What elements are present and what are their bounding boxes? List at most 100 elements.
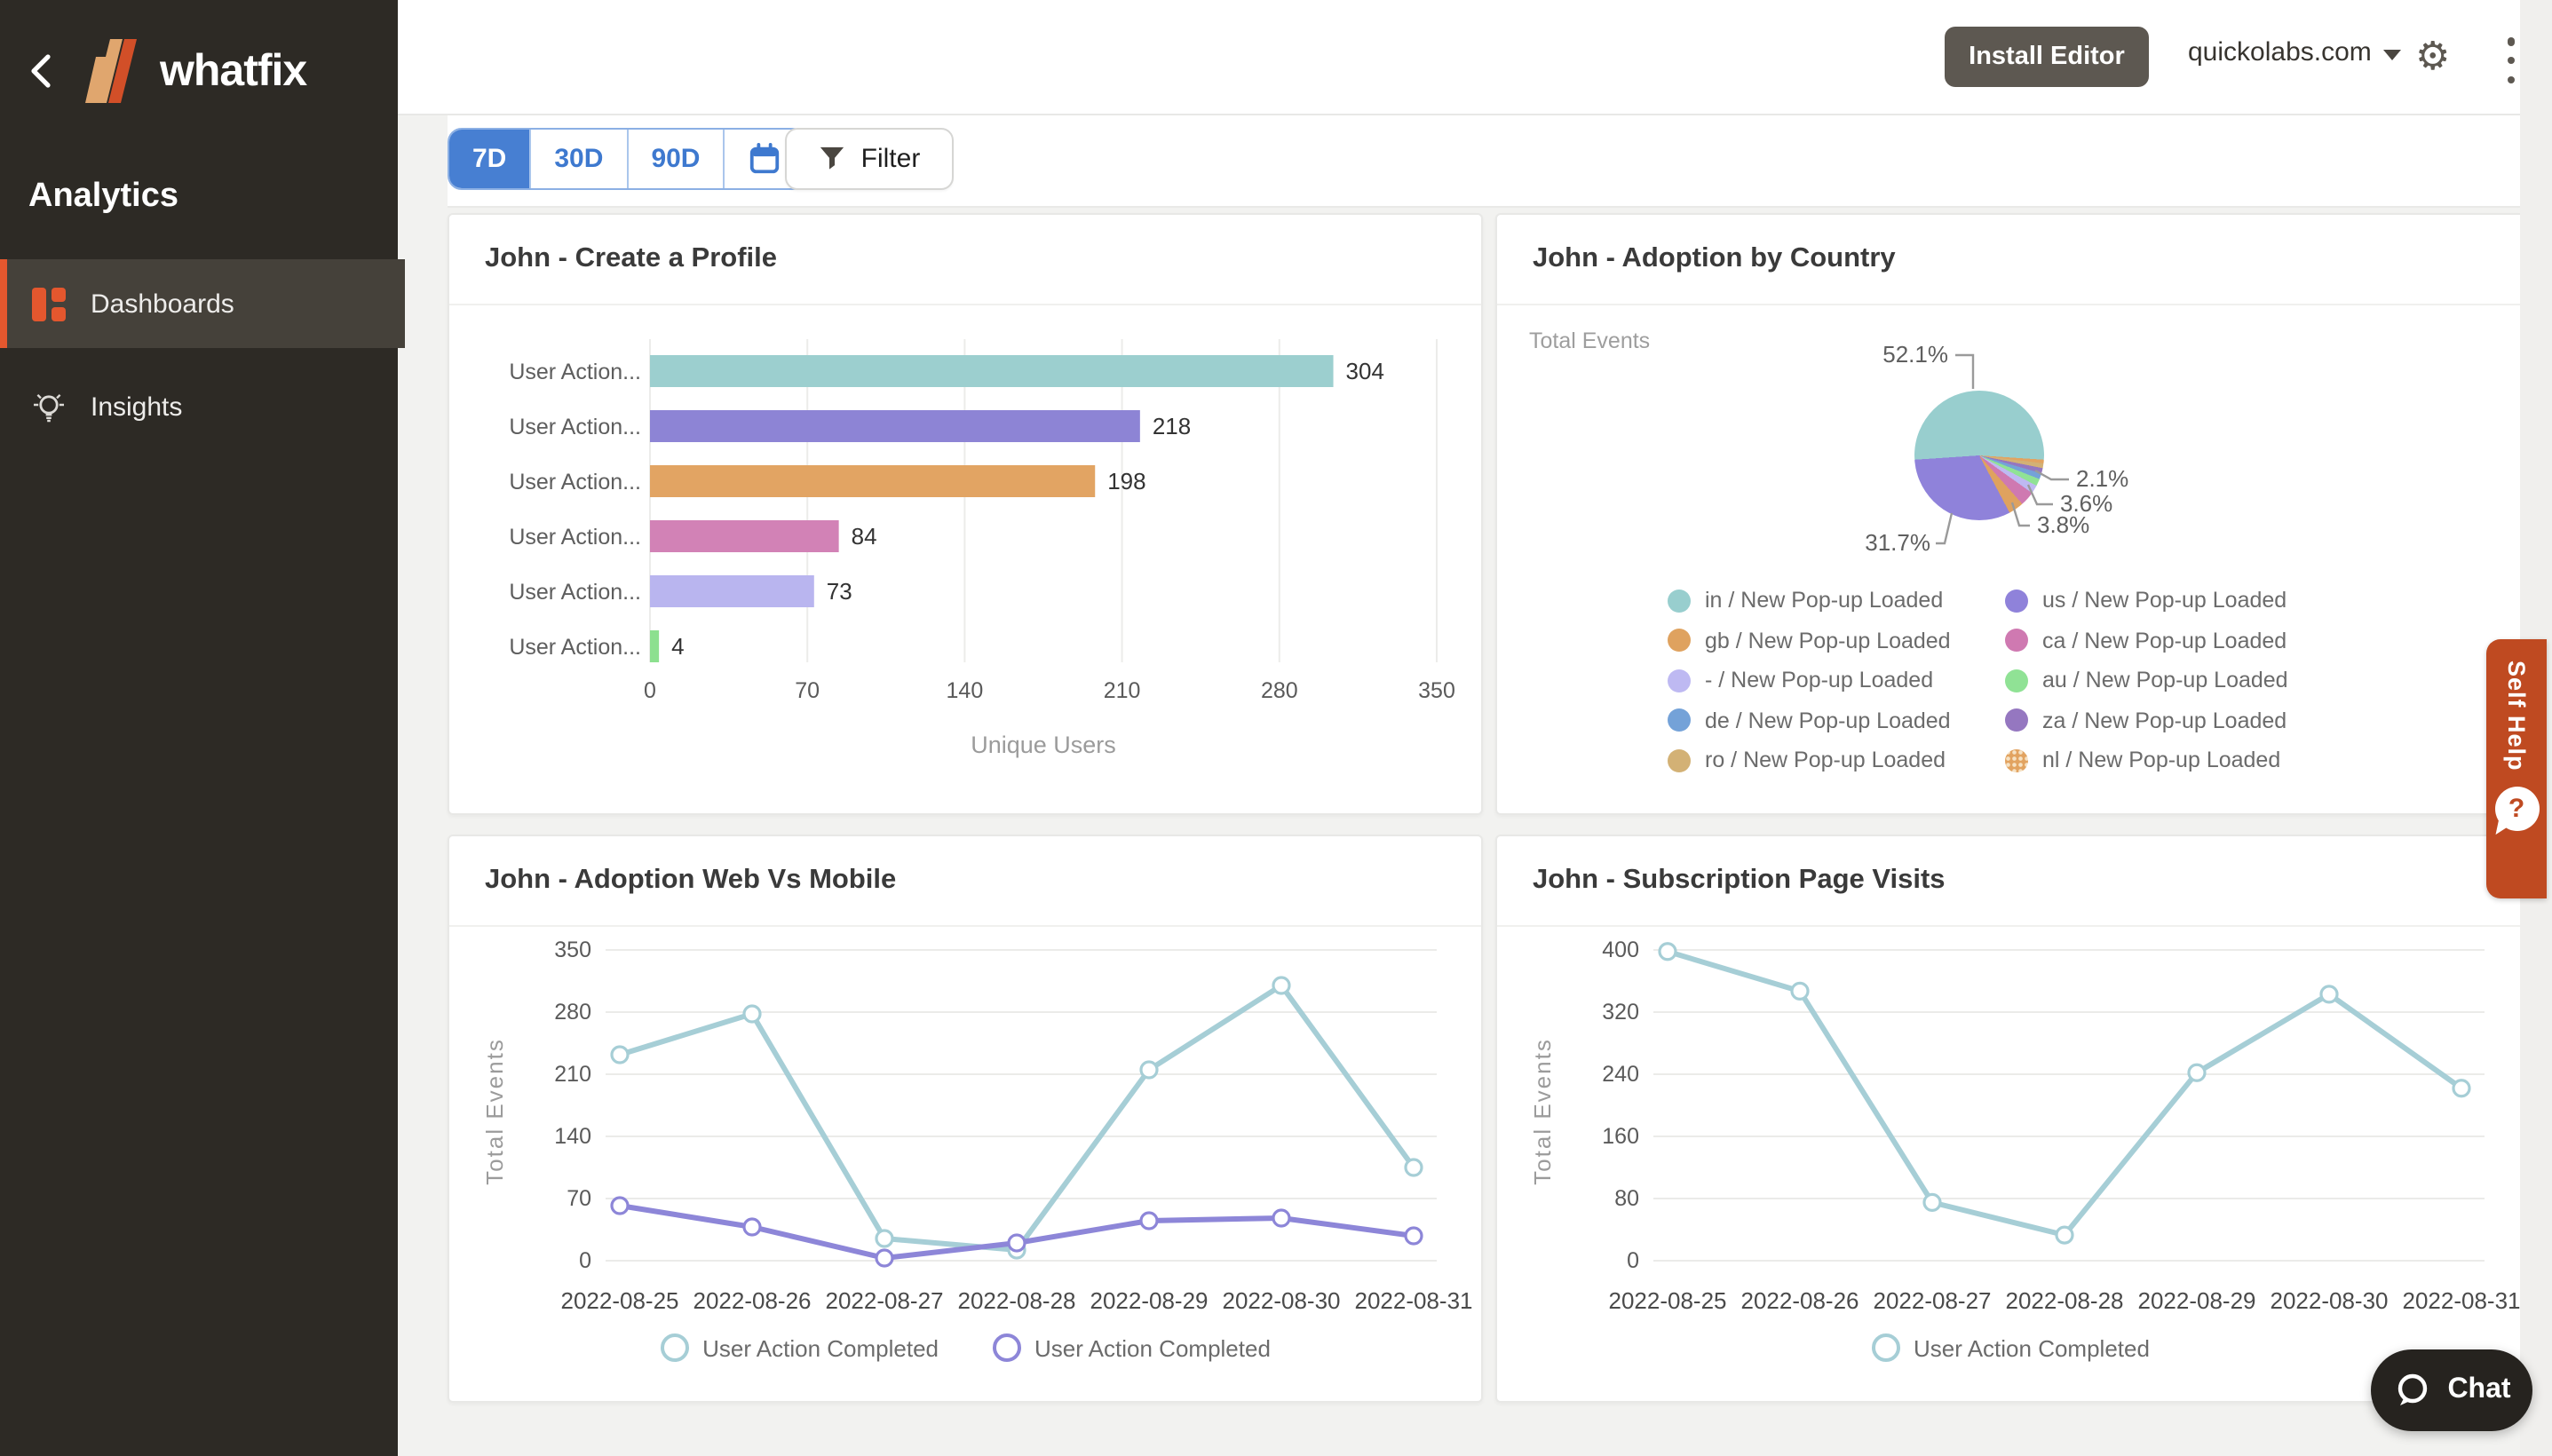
sidebar-item-label: Dashboards bbox=[91, 289, 234, 319]
pie-legend-item[interactable]: de / New Pop-up Loaded bbox=[1668, 700, 2005, 740]
data-point-marker bbox=[1007, 1233, 1026, 1253]
data-point-marker bbox=[1139, 1060, 1159, 1080]
data-point-marker bbox=[1272, 1208, 1291, 1228]
pie-legend-item[interactable]: - / New Pop-up Loaded bbox=[1668, 661, 2005, 700]
pie-legend-item[interactable]: ca / New Pop-up Loaded bbox=[2005, 621, 2360, 661]
sidebar-item-label: Insights bbox=[91, 392, 183, 422]
legend-label: za / New Pop-up Loaded bbox=[2042, 708, 2287, 733]
line-chart: 0 70 140 210 280 350 Total Events 2022-08-25 202… bbox=[481, 938, 1473, 1314]
x-axis-tick-label: 2022-08-27 bbox=[826, 1287, 944, 1314]
legend-label: de / New Pop-up Loaded bbox=[1705, 708, 1951, 733]
pie-percent-label: 52.1% bbox=[1882, 341, 1948, 368]
pie-legend-item[interactable]: ro / New Pop-up Loaded bbox=[1668, 740, 2005, 780]
pie-legend-item[interactable]: in / New Pop-up Loaded bbox=[1668, 581, 2005, 621]
self-help-tab[interactable]: Self Help ? bbox=[2486, 639, 2547, 898]
line-chart: 0 80 160 240 320 400 Total Events 2022-08-25 202… bbox=[1529, 938, 2521, 1314]
x-axis-tick-label: 0 bbox=[644, 678, 656, 703]
legend-swatch bbox=[2005, 629, 2028, 653]
data-point-marker bbox=[1272, 976, 1291, 995]
data-point-marker bbox=[1658, 942, 1677, 961]
line-legend-item[interactable]: User Action Completed bbox=[1871, 1333, 2150, 1362]
range-90d-button[interactable]: 90D bbox=[626, 130, 724, 188]
x-axis-tick-label: 2022-08-25 bbox=[561, 1287, 679, 1314]
kebab-menu-icon[interactable] bbox=[2499, 36, 2524, 85]
y-axis-tick-label: 210 bbox=[554, 1062, 591, 1087]
line-legend-item[interactable]: User Action Completed bbox=[660, 1333, 939, 1362]
bar bbox=[650, 575, 814, 607]
card-divider bbox=[449, 304, 1481, 305]
line-legend-item[interactable]: User Action Completed bbox=[992, 1333, 1271, 1362]
calendar-icon bbox=[750, 142, 780, 174]
y-axis-tick-label: 280 bbox=[554, 1000, 591, 1025]
x-axis-tick-label: 2022-08-31 bbox=[2403, 1287, 2521, 1314]
card-title: John - Adoption by Country bbox=[1533, 243, 1896, 273]
bar-value-label: 73 bbox=[827, 578, 852, 605]
topbar: Install Editor quickolabs.com ⚙ bbox=[398, 0, 2520, 115]
data-point-marker bbox=[742, 1217, 762, 1237]
filter-button-label: Filter bbox=[860, 144, 921, 174]
chat-button-label: Chat bbox=[2447, 1374, 2511, 1405]
card-title: John - Create a Profile bbox=[485, 243, 778, 273]
data-point-marker bbox=[1922, 1192, 1942, 1212]
pie-legend-item[interactable]: gb / New Pop-up Loaded bbox=[1668, 621, 2005, 661]
bar-category-label: User Action... bbox=[509, 635, 641, 660]
legend-label: ro / New Pop-up Loaded bbox=[1705, 748, 1946, 773]
pie-legend-item[interactable]: za / New Pop-up Loaded bbox=[2005, 700, 2360, 740]
data-point-marker bbox=[1790, 981, 1810, 1001]
card-header: John - Adoption Web Vs Mobile bbox=[449, 836, 1481, 925]
legend-swatch bbox=[1668, 748, 1691, 772]
card-adoption-web-vs-mobile: John - Adoption Web Vs Mobile 0 70 140 210 2… bbox=[448, 835, 1483, 1403]
pie-legend-item[interactable]: au / New Pop-up Loaded bbox=[2005, 661, 2360, 700]
caret-down-icon bbox=[2383, 49, 2402, 59]
dashboards-grid-icon bbox=[32, 287, 66, 320]
data-point-marker bbox=[610, 1045, 630, 1064]
chat-button[interactable]: Chat bbox=[2371, 1349, 2532, 1431]
bar-category-label: User Action... bbox=[509, 360, 641, 384]
data-point-marker bbox=[2452, 1079, 2471, 1098]
pie-legend-item[interactable]: nl / New Pop-up Loaded bbox=[2005, 740, 2360, 780]
bar bbox=[650, 465, 1096, 497]
bar-value-label: 218 bbox=[1153, 413, 1191, 439]
card-header: John - Subscription Page Visits bbox=[1497, 836, 2524, 925]
sidebar-item-insights[interactable]: Insights bbox=[0, 362, 398, 451]
pie-legend-item[interactable]: us / New Pop-up Loaded bbox=[2005, 581, 2360, 621]
bar bbox=[650, 410, 1140, 442]
x-axis-tick-label: 140 bbox=[947, 678, 984, 703]
y-axis-tick-label: 0 bbox=[1627, 1248, 1639, 1273]
legend-label: au / New Pop-up Loaded bbox=[2042, 668, 2288, 693]
y-axis-tick-label: 0 bbox=[579, 1248, 591, 1273]
whatfix-logo: whatfix bbox=[75, 32, 359, 110]
card-header: John - Adoption by Country bbox=[1497, 215, 2524, 304]
filter-band: 7D 30D 90D Filter bbox=[448, 114, 2520, 208]
filter-button[interactable]: Filter bbox=[785, 128, 954, 190]
legend-label: User Action Completed bbox=[1914, 1334, 2150, 1361]
bar bbox=[650, 630, 660, 662]
sidebar-item-dashboards[interactable]: Dashboards bbox=[0, 259, 405, 348]
y-axis-tick-label: 80 bbox=[1614, 1186, 1639, 1211]
sidebar: whatfix Analytics Dashboards Insights bbox=[0, 0, 405, 1456]
account-dropdown[interactable]: quickolabs.com bbox=[2188, 37, 2402, 67]
legend-swatch bbox=[1668, 589, 1691, 613]
legend-label: User Action Completed bbox=[1034, 1334, 1271, 1361]
range-7d-button[interactable]: 7D bbox=[449, 130, 530, 188]
install-editor-button[interactable]: Install Editor bbox=[1945, 27, 2149, 87]
back-chevron-icon[interactable] bbox=[28, 53, 53, 89]
card-subscription-page-visits: John - Subscription Page Visits 0 80 160 24… bbox=[1495, 835, 2525, 1403]
bar bbox=[650, 520, 839, 552]
gear-icon[interactable]: ⚙ bbox=[2415, 34, 2451, 78]
x-axis-tick-label: 2022-08-29 bbox=[2138, 1287, 2256, 1314]
y-axis-tick-label: 70 bbox=[567, 1186, 591, 1211]
bar bbox=[650, 355, 1334, 387]
data-point-marker bbox=[875, 1248, 894, 1268]
legend-label: gb / New Pop-up Loaded bbox=[1705, 628, 1951, 653]
range-30d-button[interactable]: 30D bbox=[529, 130, 627, 188]
legend-label: - / New Pop-up Loaded bbox=[1705, 668, 1934, 693]
self-help-label: Self Help bbox=[2503, 661, 2530, 772]
pie-legend: in / New Pop-up Loaded us / New Pop-up Lo… bbox=[1668, 581, 2360, 780]
y-axis-tick-label: 140 bbox=[554, 1124, 591, 1149]
legend-swatch bbox=[2005, 748, 2028, 772]
y-axis-tick-label: 240 bbox=[1602, 1062, 1639, 1087]
account-domain: quickolabs.com bbox=[2188, 37, 2372, 67]
x-axis-tick-label: 2022-08-25 bbox=[1609, 1287, 1727, 1314]
data-point-marker bbox=[875, 1229, 894, 1248]
